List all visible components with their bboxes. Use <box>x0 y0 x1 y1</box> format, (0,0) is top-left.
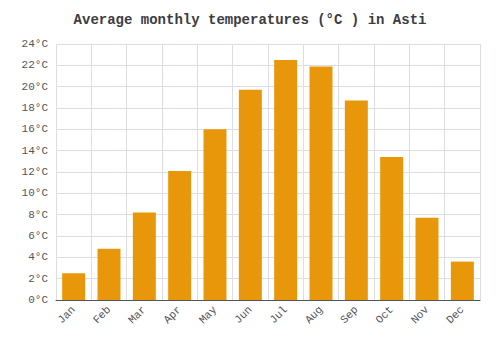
svg-text:16°C: 16°C <box>22 123 49 135</box>
svg-text:Jan: Jan <box>55 304 77 326</box>
svg-text:Mar: Mar <box>126 304 148 326</box>
svg-text:20°C: 20°C <box>22 81 49 93</box>
svg-text:14°C: 14°C <box>22 145 49 157</box>
svg-text:8°C: 8°C <box>28 209 48 221</box>
svg-text:Dec: Dec <box>444 304 466 326</box>
svg-text:22°C: 22°C <box>22 59 49 71</box>
svg-text:4°C: 4°C <box>28 251 48 263</box>
svg-text:Aug: Aug <box>303 304 325 326</box>
svg-text:12°C: 12°C <box>22 166 49 178</box>
svg-text:Jun: Jun <box>232 304 254 326</box>
svg-text:Nov: Nov <box>409 303 432 326</box>
svg-text:10°C: 10°C <box>22 187 49 199</box>
svg-text:Average monthly temperatures (: Average monthly temperatures (°C ) in As… <box>74 12 427 28</box>
svg-text:6°C: 6°C <box>28 230 48 242</box>
svg-text:0°C: 0°C <box>28 294 48 306</box>
svg-text:2°C: 2°C <box>28 273 48 285</box>
svg-text:May: May <box>197 303 220 326</box>
svg-text:Apr: Apr <box>161 304 183 326</box>
svg-text:Oct: Oct <box>373 304 395 326</box>
svg-text:18°C: 18°C <box>22 102 49 114</box>
svg-text:Feb: Feb <box>91 304 113 326</box>
svg-text:Sep: Sep <box>338 304 360 326</box>
svg-text:24°C: 24°C <box>22 38 49 50</box>
svg-text:Jul: Jul <box>267 304 289 326</box>
